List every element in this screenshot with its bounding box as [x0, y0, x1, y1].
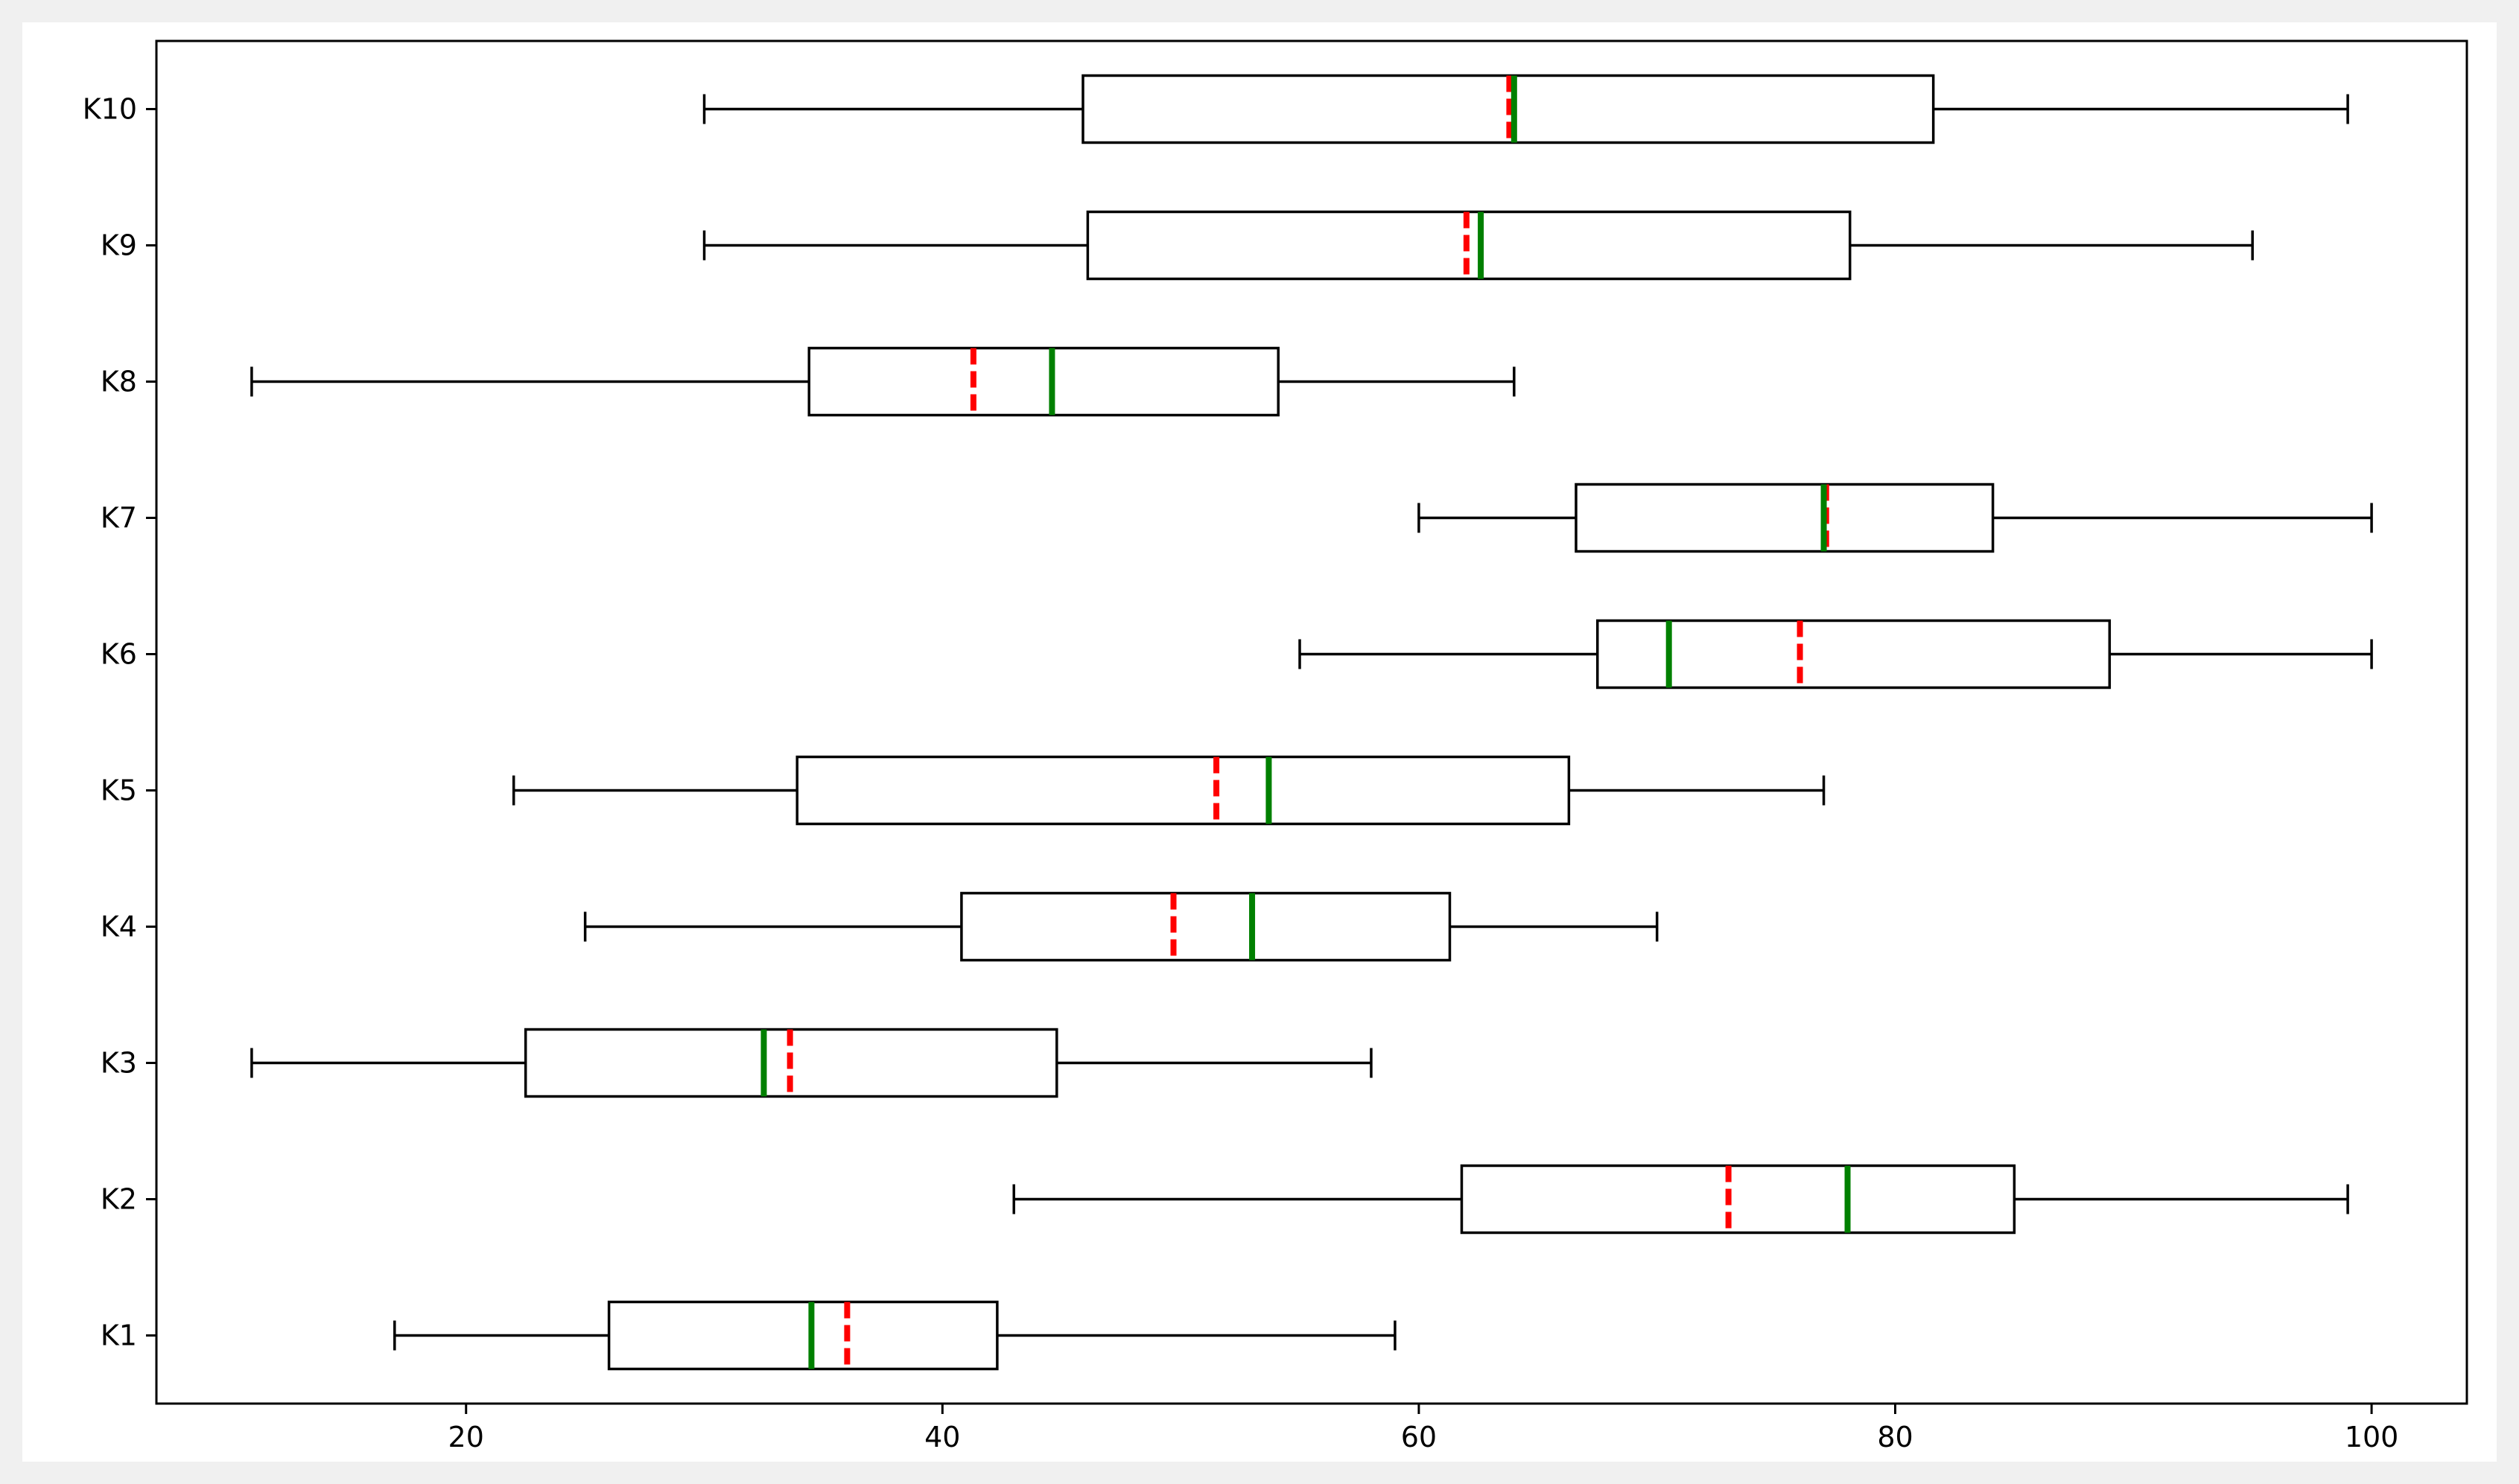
x-tick-label-20: 20	[448, 1421, 484, 1453]
box-k7	[1417, 483, 2373, 553]
iqr-box	[607, 1300, 999, 1371]
x-axis: 20 40 60 80 100	[448, 1404, 2399, 1453]
y-axis: K1 K2 K3 K4 K5 K6 K7 K8 K9 K10	[83, 93, 156, 1352]
iqr-box	[1575, 483, 1995, 553]
box-k4	[583, 891, 1659, 962]
box-k2	[1012, 1164, 2349, 1235]
plot-area	[155, 39, 2468, 1405]
y-tick-label-k8: K8	[101, 366, 137, 398]
boxes-layer	[250, 74, 2373, 1371]
box-k10	[702, 74, 2349, 144]
iqr-box	[807, 346, 1280, 417]
y-tick-label-k6: K6	[101, 638, 137, 671]
box-k6	[1298, 619, 2373, 690]
box-k8	[250, 346, 1516, 417]
y-tick-label-k5: K5	[101, 774, 137, 807]
x-tick-label-100: 100	[2345, 1421, 2399, 1453]
y-tick-label-k10: K10	[83, 93, 137, 126]
box-k3	[250, 1028, 1373, 1098]
iqr-box	[1460, 1164, 2016, 1235]
x-tick-label-80: 80	[1877, 1421, 1913, 1453]
y-tick-label-k2: K2	[101, 1183, 137, 1216]
iqr-box	[795, 755, 1571, 826]
boxplot-chart: K1 K2 K3 K4 K5 K6 K7 K8 K9 K10 20 40 60 80 100	[83, 39, 2468, 1453]
iqr-box	[960, 891, 1452, 962]
figure-canvas: K1 K2 K3 K4 K5 K6 K7 K8 K9 K10 20 40 60 80 100	[22, 22, 2497, 1462]
y-tick-label-k1: K1	[101, 1319, 137, 1352]
box-k1	[393, 1300, 1397, 1371]
box-k5	[512, 755, 1826, 826]
iqr-box	[1596, 619, 2112, 690]
y-tick-label-k7: K7	[101, 502, 137, 535]
y-tick-label-k9: K9	[101, 229, 137, 262]
box-k9	[702, 210, 2254, 281]
x-tick-label-40: 40	[924, 1421, 960, 1453]
y-tick-label-k3: K3	[101, 1047, 137, 1080]
x-tick-label-60: 60	[1401, 1421, 1437, 1453]
y-tick-label-k4: K4	[101, 911, 137, 943]
